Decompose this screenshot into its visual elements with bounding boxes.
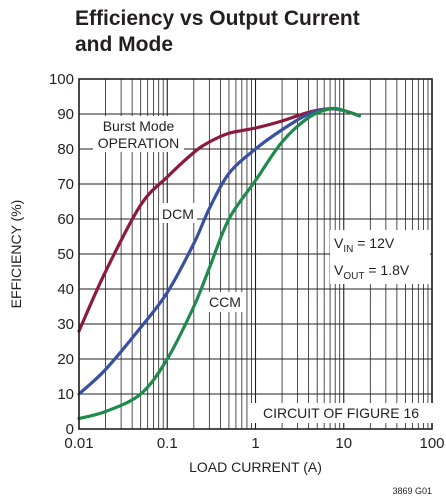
y-tick-label: 100: [49, 71, 74, 88]
plot-frame: [78, 78, 433, 430]
x-tick-label: 0.01: [64, 435, 93, 452]
vin-label: VIN = 12V: [334, 235, 395, 255]
circuit-label-bg: [248, 403, 434, 423]
conditions-annotation: VIN = 12V VOUT = 1.8V: [330, 230, 430, 284]
burst-mode-label-line-2: OPERATION: [98, 135, 179, 151]
x-tick-label: 10: [335, 435, 352, 452]
y-tick-label: 10: [57, 386, 74, 403]
circuit-label: CIRCUIT OF FIGURE 16: [263, 405, 419, 421]
y-axis-label: EFFICIENCY (%): [8, 200, 24, 309]
x-tick-label: 100: [419, 435, 444, 452]
y-tick-label: 30: [57, 316, 74, 333]
circuit-annotation: CIRCUIT OF FIGURE 16: [248, 403, 434, 423]
figure-id: 3869 G01: [392, 486, 432, 496]
y-tick-label: 0: [66, 421, 74, 438]
x-tick-label: 0.1: [157, 435, 178, 452]
y-tick-label: 20: [57, 351, 74, 368]
conditions-label-bg: [330, 230, 430, 284]
y-tick-label: 60: [57, 211, 74, 228]
dcm-label-bg: [159, 203, 197, 223]
y-tick-label: 50: [57, 246, 74, 263]
ccm-label: CCM: [209, 294, 241, 310]
chart-title: Efficiency vs Output Current and Mode: [75, 6, 435, 58]
ccm-label-bg: [205, 292, 245, 312]
x-axis-label: LOAD CURRENT (A): [189, 459, 322, 475]
dcm-annotation: DCM: [159, 203, 197, 223]
y-tick-label: 40: [57, 281, 74, 298]
dcm-label: DCM: [162, 206, 194, 222]
y-tick-label: 70: [57, 176, 74, 193]
tick-labels: 0 10 20 30 40 50 60 70 80 90 100 0.01 0.1 1 10 100: [49, 71, 445, 452]
burst-mode-label-line-1: Burst Mode: [103, 118, 175, 134]
series-layer: [77, 106, 361, 421]
chart-title-line-1: Efficiency vs Output Current: [75, 7, 360, 30]
burst-mode-label-bg: [93, 116, 184, 152]
burst-mode-annotation: Burst Mode OPERATION: [93, 116, 184, 152]
series-line-ccm: [77, 106, 361, 421]
chart-title-line-2: and Mode: [75, 33, 173, 56]
y-tick-label: 80: [57, 141, 74, 158]
vout-label: VOUT = 1.8V: [334, 262, 410, 282]
y-tick-label: 90: [57, 106, 74, 123]
x-tick-label: 1: [251, 435, 259, 452]
ccm-annotation: CCM: [205, 292, 245, 312]
